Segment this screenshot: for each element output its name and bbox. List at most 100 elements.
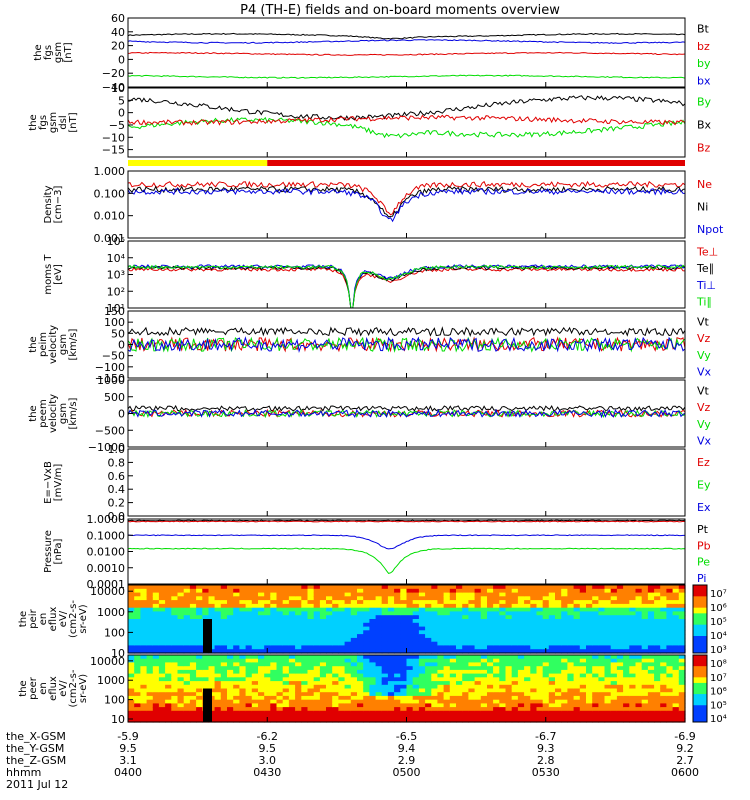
heat-cell: [480, 699, 488, 704]
heat-cell: [301, 655, 309, 660]
heat-cell: [183, 658, 191, 663]
heat-cell: [654, 684, 661, 690]
heat-cell: [487, 592, 494, 597]
heat-cell: [239, 626, 247, 631]
heat-cell: [480, 658, 488, 663]
heat-cell: [128, 714, 135, 719]
heat-cell: [220, 658, 228, 663]
heat-cell: [214, 603, 222, 609]
heat-cell: [196, 615, 203, 620]
heat-cell: [573, 600, 581, 605]
heat-cell: [567, 637, 575, 643]
heat-cell: [511, 626, 519, 631]
heat-cell: [573, 585, 581, 590]
heat-cell: [443, 641, 451, 647]
heat-cell: [245, 710, 253, 716]
heat-cell: [610, 634, 618, 639]
series-line-0-Bt: [127, 32, 686, 40]
heat-cell: [220, 666, 228, 671]
heat-cell: [474, 707, 482, 712]
heat-cell: [468, 630, 476, 635]
heat-cell: [282, 592, 290, 597]
heat-cell: [431, 699, 439, 704]
heat-cell: [456, 710, 463, 716]
heat-cell: [456, 607, 463, 613]
heat-cell: [524, 603, 531, 609]
heat-cell: [437, 681, 445, 686]
heat-cell: [511, 615, 519, 620]
heat-cell: [573, 703, 581, 708]
heat-cell: [449, 714, 457, 719]
heat-cell: [220, 588, 228, 594]
heat-cell: [406, 634, 414, 639]
heat-cell: [431, 600, 439, 605]
heat-cell: [654, 649, 661, 654]
ylabel-line: fgs: [38, 115, 49, 130]
heat-cell: [536, 707, 544, 712]
heat-cell: [474, 641, 482, 647]
heat-cell: [536, 658, 544, 663]
heat-cell: [288, 669, 296, 675]
heat-cell: [400, 611, 408, 616]
heat-cell: [196, 681, 203, 686]
heat-cell: [592, 710, 599, 716]
heat-cell: [505, 630, 513, 635]
heat-cell: [276, 603, 284, 609]
heat-cell: [295, 649, 302, 654]
heat-cell: [561, 626, 568, 631]
heat-cell: [449, 585, 457, 590]
heat-cell: [524, 615, 531, 620]
heat-cell: [208, 658, 216, 663]
heat-cell: [623, 600, 630, 605]
heat-cell: [165, 626, 172, 631]
heat-cell: [313, 688, 321, 693]
heat-cell: [326, 658, 333, 663]
heat-cell: [270, 585, 278, 590]
heat-cell: [140, 585, 148, 590]
heat-cell: [375, 603, 383, 609]
series-line-4-Te∥: [127, 265, 686, 309]
heat-cell: [264, 622, 271, 628]
heat-cell: [307, 585, 315, 590]
heat-cell: [635, 695, 643, 701]
heat-cell: [474, 669, 482, 675]
series-line-1-Bx: [127, 95, 686, 121]
heat-cell: [251, 718, 259, 723]
heat-cell: [158, 585, 166, 590]
heat-cell: [239, 619, 247, 624]
heat-cell: [499, 703, 507, 708]
heat-cell: [437, 641, 445, 647]
heat-cell: [227, 703, 234, 708]
heat-cell: [251, 611, 259, 616]
heat-cell: [301, 641, 309, 647]
heat-cell: [152, 585, 160, 590]
heat-cell: [251, 699, 259, 704]
heat-cell: [375, 637, 383, 643]
ylabel-line: the: [28, 114, 39, 130]
heat-cell: [264, 666, 271, 671]
heat-cell: [332, 634, 339, 639]
heat-cell: [573, 626, 581, 631]
heat-cell: [394, 592, 401, 597]
heat-cell: [146, 692, 154, 697]
heat-cell: [660, 649, 667, 654]
heat-cell: [524, 692, 531, 697]
heat-cell: [567, 707, 575, 712]
heat-cell: [270, 658, 278, 663]
ytick-label: 5: [118, 94, 125, 107]
heat-cell: [387, 641, 395, 647]
heat-cell: [561, 585, 568, 590]
heat-cell: [412, 619, 420, 624]
heat-cell: [332, 619, 339, 624]
heat-cell: [610, 673, 618, 678]
heat-cell: [505, 703, 513, 708]
heat-cell: [499, 677, 507, 682]
heat-cell: [183, 688, 191, 693]
colorbar-band: [693, 613, 707, 620]
heat-cell: [152, 592, 160, 597]
heat-cell: [140, 641, 148, 647]
heat-cell: [332, 592, 339, 597]
heat-cell: [629, 630, 637, 635]
heat-cell: [672, 655, 680, 660]
heat-cell: [647, 641, 655, 647]
